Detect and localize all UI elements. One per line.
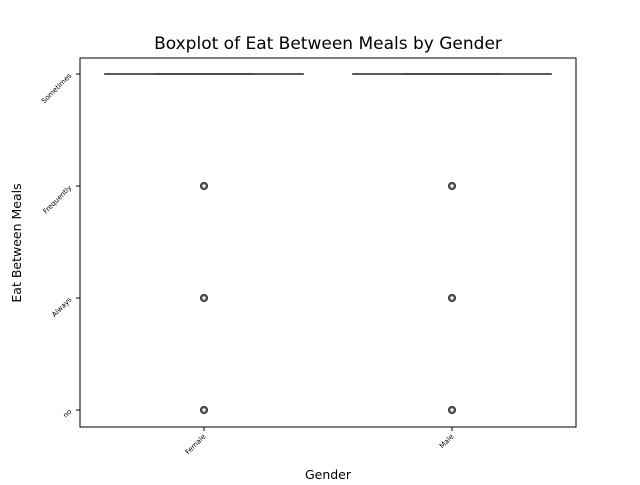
y-axis-label: Eat Between Meals	[9, 183, 24, 302]
outlier-point	[202, 408, 206, 412]
y-tick-label: Frequently	[42, 184, 74, 216]
chart-title: Boxplot of Eat Between Meals by Gender	[154, 34, 502, 54]
x-axis-label: Gender	[305, 467, 352, 480]
x-tick-label: Male	[438, 433, 455, 450]
outlier-point	[202, 184, 206, 188]
outlier-point	[450, 296, 454, 300]
x-tick-label: Female	[184, 433, 208, 457]
plot-area-frame	[80, 58, 576, 427]
y-tick-label: Sometimes	[40, 72, 74, 106]
y-tick-label: Always	[50, 296, 73, 319]
chart-marks: no Always Frequently Sometimes Female Male	[40, 72, 551, 457]
outlier-point	[450, 408, 454, 412]
y-tick-label: no	[62, 408, 74, 420]
outlier-point	[202, 296, 206, 300]
outlier-point	[450, 184, 454, 188]
